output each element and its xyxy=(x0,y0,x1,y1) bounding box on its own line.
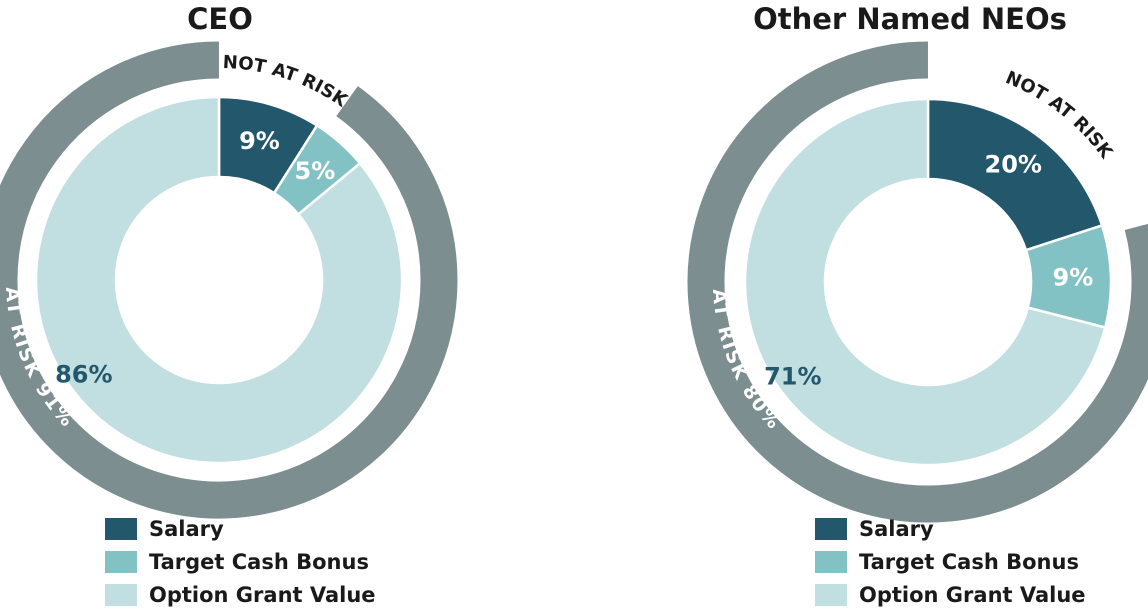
value-label-option-grant-value: 86% xyxy=(55,361,112,389)
legend-swatch-salary xyxy=(815,517,847,540)
chart-title: Other Named NEOs xyxy=(753,2,1067,36)
legend-label: Target Cash Bonus xyxy=(859,549,1079,574)
legend-label: Option Grant Value xyxy=(859,582,1086,607)
chart-legend: Salary Target Cash Bonus Option Grant Va… xyxy=(105,512,376,611)
slice-option-grant-value xyxy=(34,95,404,465)
legend-label: Salary xyxy=(859,516,934,541)
legend-item-option-grant-value: Option Grant Value xyxy=(815,578,1086,611)
legend-swatch-option-grant-value xyxy=(815,583,847,606)
value-label-target-cash-bonus: 9% xyxy=(1053,263,1094,291)
value-label-salary: 9% xyxy=(239,127,280,155)
legend-label: Option Grant Value xyxy=(149,582,376,607)
legend-swatch-target-cash-bonus xyxy=(815,550,847,573)
value-label-salary: 20% xyxy=(985,151,1042,179)
legend-item-salary: Salary xyxy=(105,512,376,545)
legend-item-target-cash-bonus: Target Cash Bonus xyxy=(815,545,1086,578)
legend-swatch-salary xyxy=(105,517,137,540)
legend-swatch-option-grant-value xyxy=(105,583,137,606)
legend-label: Target Cash Bonus xyxy=(149,549,369,574)
legend-swatch-target-cash-bonus xyxy=(105,550,137,573)
legend-item-option-grant-value: Option Grant Value xyxy=(105,578,376,611)
at-risk-ring xyxy=(0,41,458,519)
value-label-target-cash-bonus: 5% xyxy=(295,157,336,185)
chart-legend: Salary Target Cash Bonus Option Grant Va… xyxy=(815,512,1086,611)
legend-item-salary: Salary xyxy=(815,512,1086,545)
ceo-chart-panel: CEO 9% 5% 86% NOT AT RISK AT RISK 91% Salary… xyxy=(0,0,560,614)
slice-option-grant-value xyxy=(743,97,1107,467)
legend-item-target-cash-bonus: Target Cash Bonus xyxy=(105,545,376,578)
legend-label: Salary xyxy=(149,516,224,541)
other-neos-chart-panel: Other Named NEOs 20% 9% 71% NOT AT RISK AT R… xyxy=(570,0,1148,614)
chart-title: CEO xyxy=(187,2,253,36)
value-label-option-grant-value: 71% xyxy=(764,363,821,391)
slice-salary xyxy=(926,97,1104,252)
at-risk-ring xyxy=(687,41,1148,523)
